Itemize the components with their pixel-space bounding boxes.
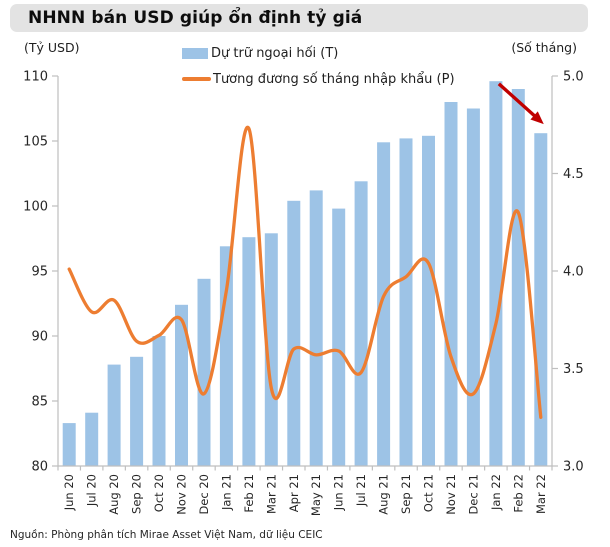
bar	[152, 336, 166, 466]
import-months-line	[67, 125, 543, 419]
y-axis-left-label: 80	[31, 460, 48, 475]
x-axis-label: Sep 20	[130, 474, 144, 514]
y-axis-right-label: 5.0	[563, 70, 584, 85]
x-axis-label: Mar 22	[534, 474, 548, 514]
bar	[197, 278, 211, 466]
bar	[444, 102, 458, 466]
bar	[489, 81, 503, 466]
x-axis-label: Nov 21	[444, 474, 458, 515]
left-axis-title: (Tỷ USD)	[24, 40, 80, 55]
x-axis-label: Aug 21	[377, 474, 391, 515]
y-axis-left-label: 100	[23, 200, 48, 215]
trend-arrow-head-icon	[530, 111, 544, 125]
trend-arrow	[497, 82, 539, 120]
y-axis-right-label: 3.5	[563, 362, 584, 377]
x-axis-label: Apr 21	[287, 474, 301, 512]
source-note: Nguồn: Phòng phân tích Mirae Asset Việt …	[10, 529, 323, 541]
x-axis-label: Oct 21	[422, 474, 436, 512]
x-axis-label: Jul 21	[354, 474, 368, 507]
bar	[399, 138, 413, 466]
x-axis-label: Jul 20	[85, 474, 99, 507]
bar	[264, 233, 278, 466]
bar	[242, 237, 256, 466]
bar	[175, 304, 188, 466]
bar	[377, 142, 391, 467]
x-axis-label: Jun 20	[62, 474, 76, 511]
legend-item-import-months: Tương đương số tháng nhập khẩu (P)	[182, 66, 455, 92]
x-axis-label: Mar 21	[264, 474, 278, 514]
bar	[422, 135, 435, 467]
y-axis-left-label: 95	[31, 265, 48, 280]
y-axis-left-label: 110	[23, 70, 48, 85]
bar	[107, 364, 121, 466]
y-axis-right-label: 3.0	[563, 460, 584, 475]
y-axis-right-label: 4.0	[563, 265, 584, 280]
x-axis-label: Aug 20	[107, 474, 121, 515]
right-axis-title: (Số tháng)	[511, 40, 577, 55]
x-axis-label: Sep 21	[399, 474, 413, 514]
chart-title: NHNN bán USD giúp ổn định tỷ giá	[28, 8, 363, 28]
bar	[354, 181, 368, 467]
bar	[511, 89, 525, 466]
x-axis-label: Feb 22	[511, 474, 525, 513]
legend-label: Tương đương số tháng nhập khẩu (P)	[213, 71, 455, 87]
x-axis-label: Oct 20	[152, 474, 166, 512]
legend-label: Dự trữ ngoại hối (T)	[211, 45, 339, 61]
bar	[309, 190, 323, 466]
bar	[85, 412, 99, 466]
y-axis-right-label: 4.5	[563, 167, 584, 182]
bar-swatch-icon	[182, 47, 208, 59]
x-axis-label: Nov 20	[175, 474, 189, 515]
x-axis-label: Jan 21	[219, 474, 233, 511]
bar	[332, 208, 346, 466]
x-axis-label: Feb 21	[242, 474, 256, 513]
chart-title-bar: NHNN bán USD giúp ổn định tỷ giá	[10, 4, 588, 32]
legend-item-reserves: Dự trữ ngoại hối (T)	[182, 40, 455, 66]
legend: Dự trữ ngoại hối (T) Tương đương số thán…	[182, 40, 455, 92]
x-axis-label: Dec 20	[197, 474, 211, 515]
bar	[62, 423, 76, 466]
x-axis-label: Jun 21	[332, 474, 346, 511]
bar	[287, 200, 301, 467]
line-swatch-icon	[182, 77, 211, 81]
x-axis-label: May 21	[309, 474, 323, 516]
bar	[466, 108, 480, 466]
y-axis-left-label: 105	[23, 135, 48, 150]
x-axis-label: Dec 21	[466, 474, 480, 515]
y-axis-left-label: 85	[31, 395, 48, 410]
bar	[130, 356, 144, 466]
x-axis-label: Jan 22	[489, 474, 503, 511]
y-axis-left-label: 90	[31, 330, 48, 345]
